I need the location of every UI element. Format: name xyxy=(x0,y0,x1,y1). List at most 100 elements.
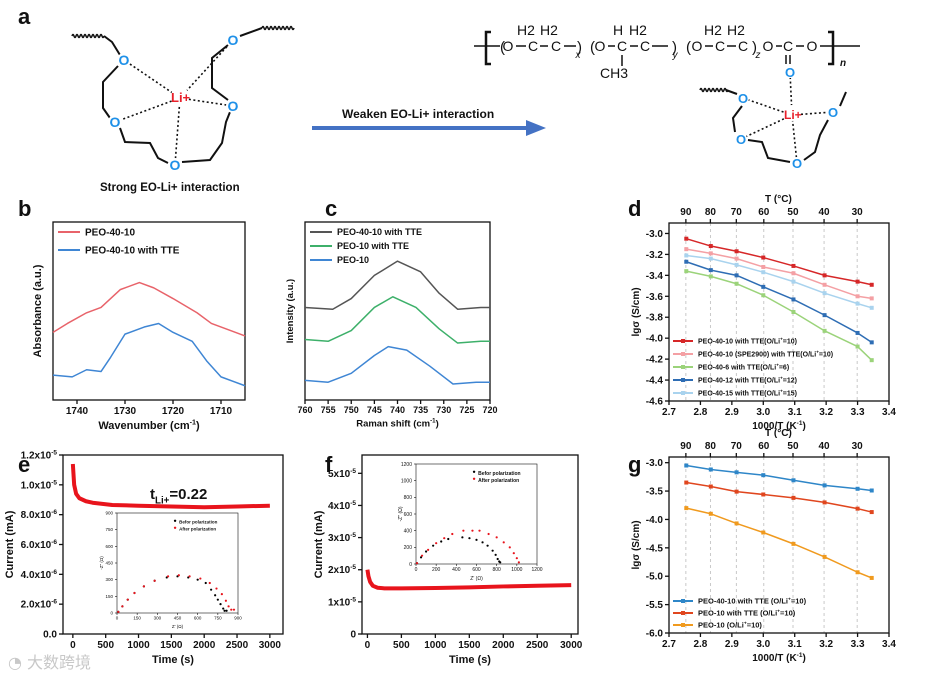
x-tick-label: 3.4 xyxy=(882,639,896,650)
data-point xyxy=(487,532,490,536)
data-point xyxy=(224,599,227,602)
legend-marker xyxy=(173,519,177,522)
y-axis-title: Current (mA) xyxy=(313,510,325,578)
coordination-bond xyxy=(740,114,793,140)
oxygen-atom: O xyxy=(110,114,121,130)
x-tick-label: 600 xyxy=(194,616,202,621)
x-tick-label: 1720 xyxy=(162,406,185,417)
data-point xyxy=(216,598,219,601)
formula-atom: C xyxy=(783,38,793,54)
x-tick-label: 1500 xyxy=(458,640,481,651)
formula-atom: H2 xyxy=(629,22,647,38)
series-line-0 xyxy=(686,464,872,492)
data-point xyxy=(761,270,766,275)
formula-atom: C xyxy=(715,38,725,54)
x-tick-label: 3000 xyxy=(259,640,282,651)
formula-paren: ( xyxy=(686,39,691,56)
y-tick-label: -4.6 xyxy=(646,397,664,408)
data-point xyxy=(419,556,423,559)
series-line-1 xyxy=(686,248,872,300)
top-tick-label: 30 xyxy=(852,207,864,218)
data-point xyxy=(440,540,443,543)
data-point xyxy=(121,605,124,608)
formula-bracket-close xyxy=(828,30,835,66)
x-tick-label: 2.7 xyxy=(662,639,676,650)
chart-b: 1740 1730 1720 1710 Wavenumber (cm-1​) Absorb… xyxy=(32,221,246,432)
x-tick-label: 1000 xyxy=(511,567,522,573)
data-point xyxy=(462,529,465,532)
x-tick-label: 450 xyxy=(174,616,182,621)
data-point xyxy=(491,549,494,552)
legend-label: PEO-40-10 with TTE xyxy=(337,227,422,237)
formula-paren: ) xyxy=(577,39,582,56)
data-point xyxy=(451,532,454,536)
data-point xyxy=(515,557,518,560)
data-point xyxy=(415,562,419,565)
x-tick-label: 750 xyxy=(344,405,359,415)
plot-frame xyxy=(52,221,246,401)
legend-marker xyxy=(681,352,685,356)
y-tick-label: 2.0x10-6​ xyxy=(21,599,58,611)
data-point xyxy=(230,608,233,611)
y-tick-label: -4.2 xyxy=(646,355,664,366)
legend-marker xyxy=(681,339,685,343)
data-point xyxy=(142,585,145,588)
data-point xyxy=(210,588,213,591)
data-point xyxy=(869,488,874,493)
transference-number-label: tLi+​=0.22 xyxy=(150,486,207,507)
y-tick-label: 800 xyxy=(404,495,413,501)
data-point xyxy=(708,244,713,249)
x-tick-label: 1500 xyxy=(160,640,183,651)
x-tick-label: 1740 xyxy=(66,406,89,417)
y-tick-label: -6.0 xyxy=(646,629,664,640)
top-tick-label: 70 xyxy=(731,441,743,452)
data-point xyxy=(478,529,481,532)
x-axis-title: Wavenumber (cm-1​) xyxy=(98,419,200,432)
data-point xyxy=(486,544,489,547)
x-tick-label: 2.9 xyxy=(725,407,739,418)
atom-bg xyxy=(784,66,796,78)
data-point xyxy=(495,536,498,539)
atom-bg xyxy=(791,157,803,169)
legend-marker xyxy=(681,378,685,382)
data-point xyxy=(734,273,739,278)
x-tick-label: 600 xyxy=(472,567,481,573)
top-tick-label: 60 xyxy=(758,441,770,452)
x-tick-label: 0 xyxy=(365,640,371,651)
data-point xyxy=(761,264,766,269)
top-tick-label: 70 xyxy=(731,207,743,218)
x-tick-label: 2.8 xyxy=(693,407,707,418)
formula-atom: O xyxy=(807,38,818,54)
x-tick-label: 150 xyxy=(133,616,141,621)
polymer-chain-wave xyxy=(699,87,729,93)
chain-bond xyxy=(747,139,791,163)
x-tick-label: 1000 xyxy=(424,640,447,651)
data-point xyxy=(223,609,226,612)
y-tick-label: 0 xyxy=(350,630,356,641)
data-point xyxy=(215,587,218,590)
series-line-1 xyxy=(304,296,490,344)
data-point xyxy=(708,274,713,279)
x-tick-label: 755 xyxy=(321,405,336,415)
series-line-2 xyxy=(304,345,490,385)
y-tick-label: -3.0 xyxy=(646,229,664,240)
data-point xyxy=(791,271,796,276)
formula-atom: CH3 xyxy=(600,65,628,81)
data-point xyxy=(508,546,511,549)
y-tick-label: -5.0 xyxy=(646,572,664,583)
data-point xyxy=(684,247,689,252)
data-point xyxy=(420,554,424,557)
series-line-4 xyxy=(686,254,872,309)
formula-atom: C xyxy=(551,38,561,54)
formula-atom: O xyxy=(763,38,774,54)
x-tick-label: 745 xyxy=(367,405,382,415)
data-point xyxy=(461,536,464,539)
x-tick-label: 900 xyxy=(234,616,242,621)
y-tick-label: -3.8 xyxy=(646,313,664,324)
x-tick-label: 2.9 xyxy=(725,639,739,650)
data-point xyxy=(822,500,827,505)
x-tick-label: 735 xyxy=(413,405,428,415)
chain-bond xyxy=(239,27,263,37)
series-line-0 xyxy=(70,463,270,510)
